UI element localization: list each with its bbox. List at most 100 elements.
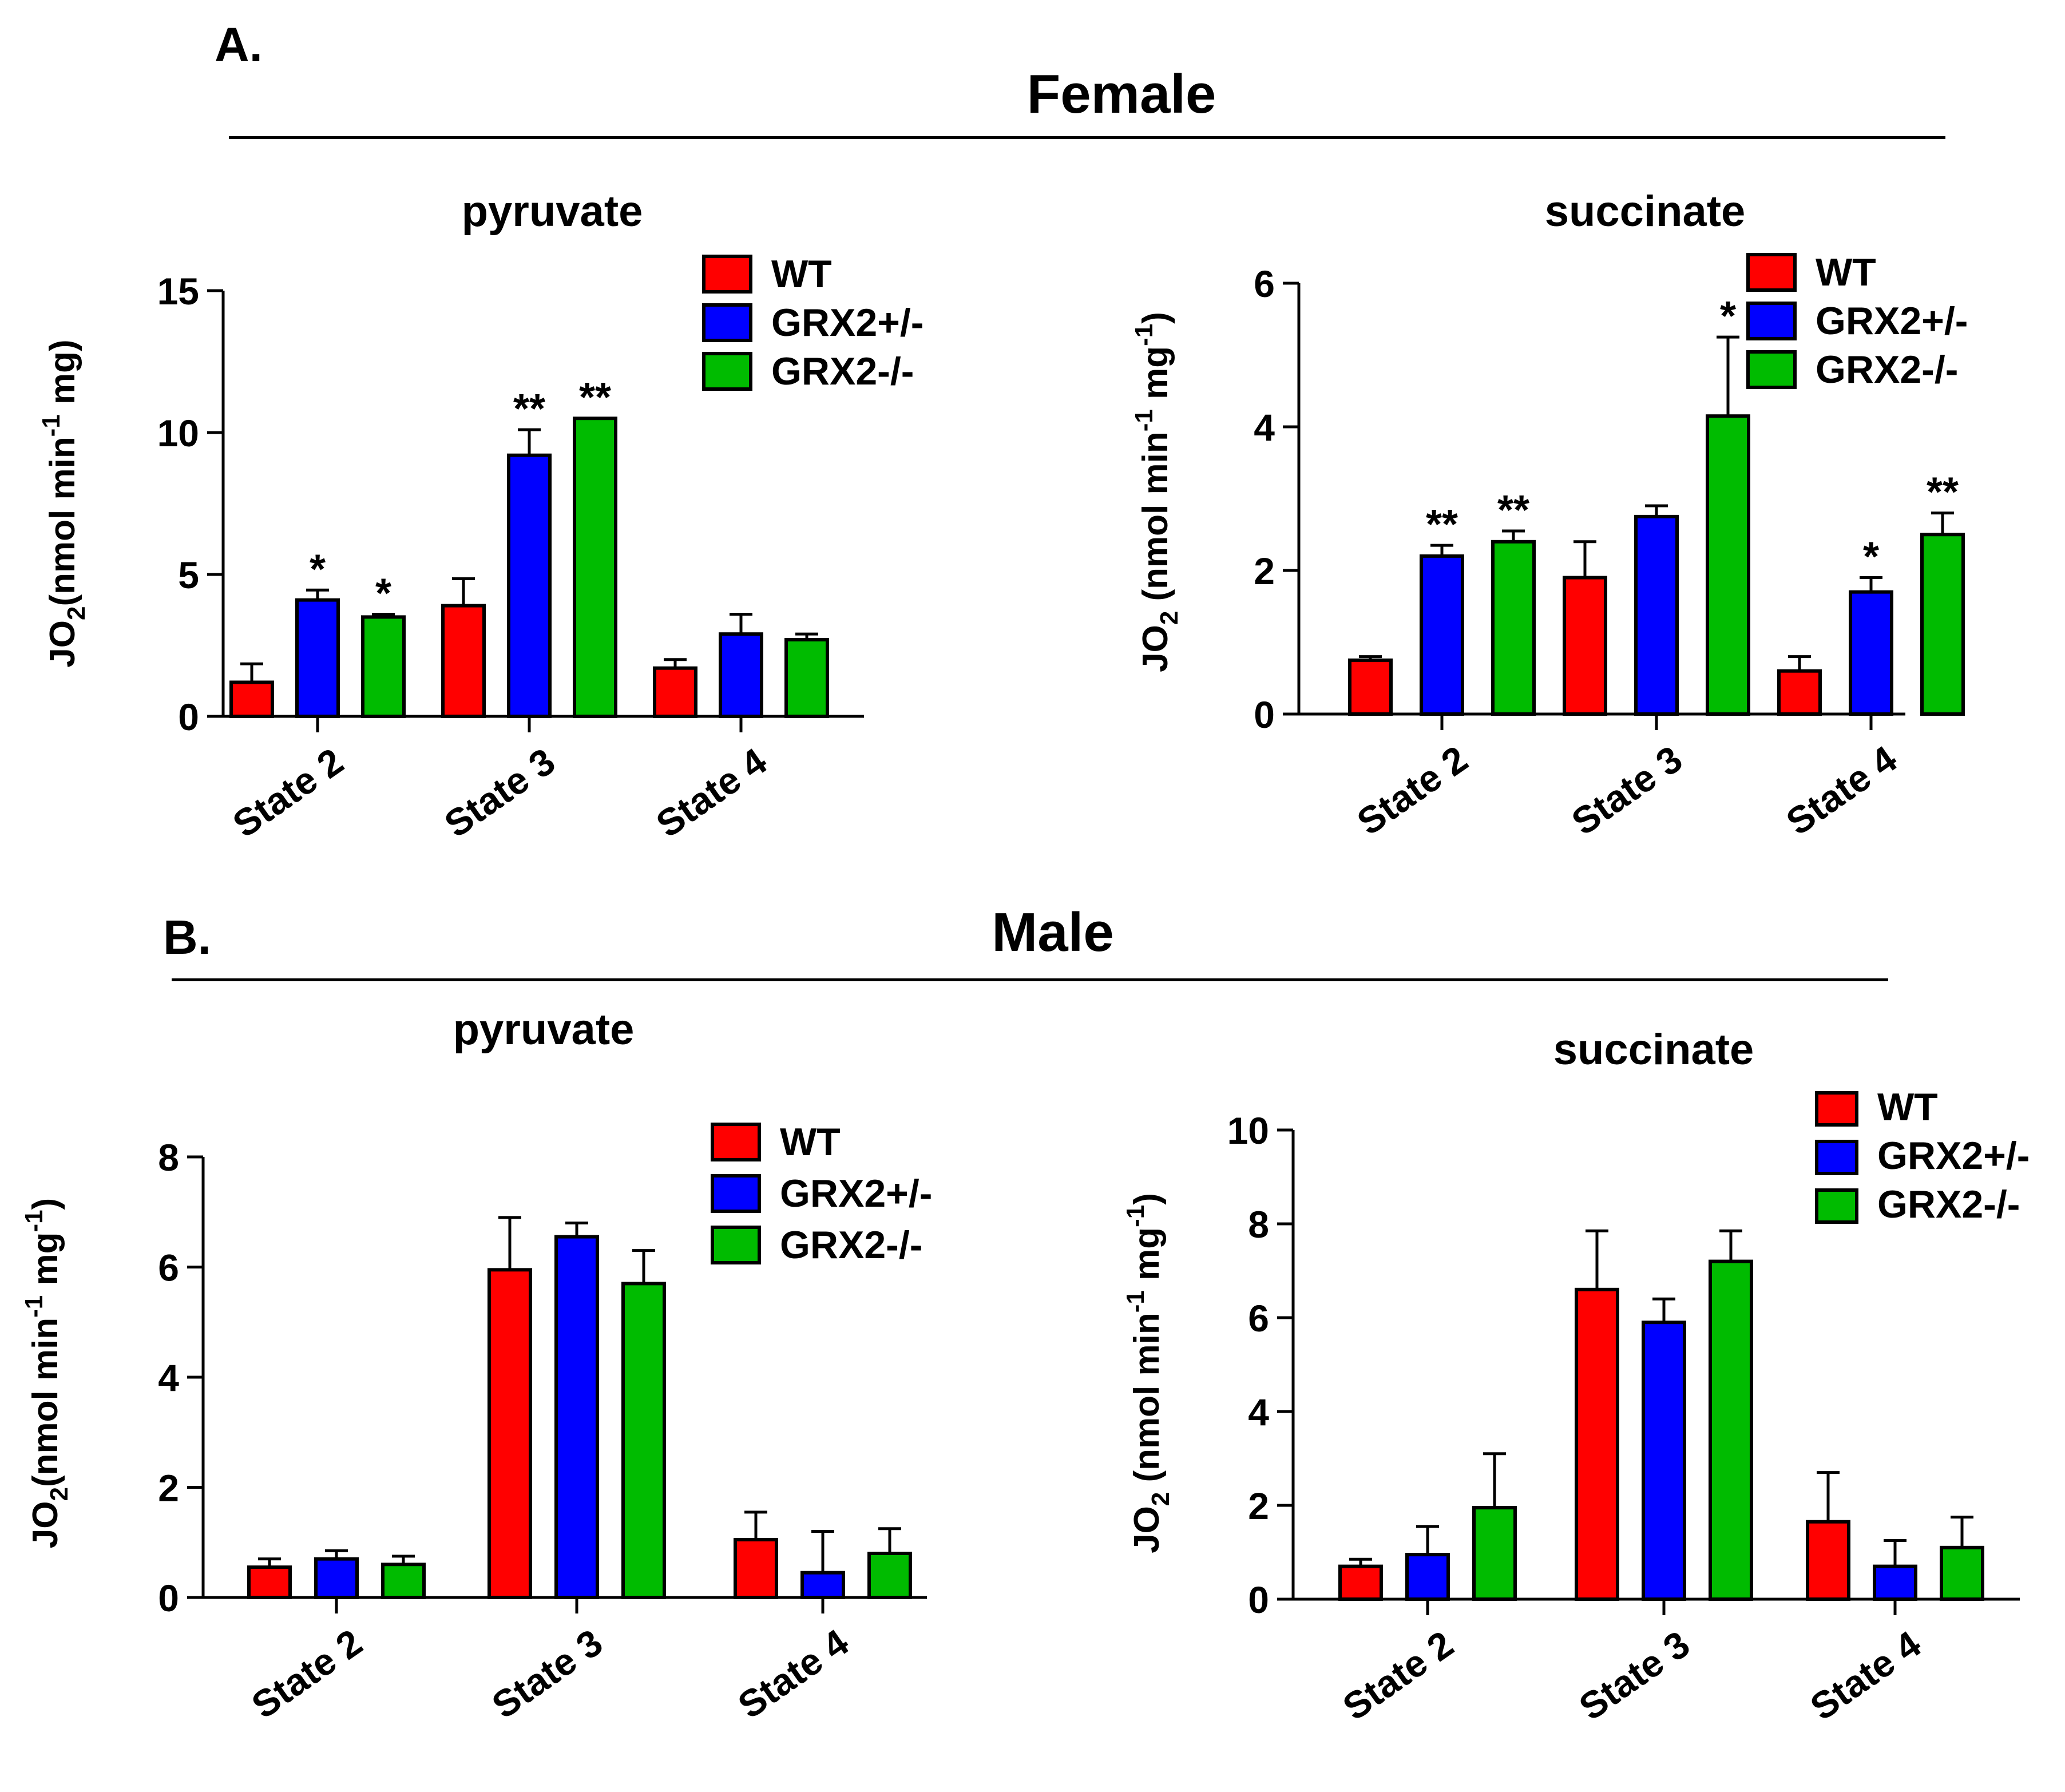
male-succinate-title: succinate [1553, 1025, 1754, 1074]
panel-a-divider [229, 136, 1945, 139]
female-succinate-bar [1420, 554, 1464, 716]
female-pyruvate-ytick-label: 10 [157, 412, 199, 454]
male-succinate-bar [1575, 1287, 1619, 1601]
male-succinate-legend-swatch [1815, 1188, 1858, 1224]
female-pyruvate-category-label: State 2 [225, 740, 351, 846]
female-pyruvate-category-label: State 3 [437, 740, 562, 846]
male-pyruvate-ytick-label: 4 [158, 1357, 179, 1399]
male-succinate-legend-label: GRX2-/- [1877, 1183, 2020, 1226]
female-pyruvate-ytick-label: 5 [178, 554, 199, 596]
male-pyruvate-ytick-label: 6 [158, 1247, 179, 1289]
male-pyruvate-legend-swatch [711, 1123, 761, 1161]
female-pyruvate-legend-label: GRX2+/- [771, 301, 923, 344]
female-succinate-title: succinate [1545, 187, 1746, 236]
male-pyruvate-category-label: State 4 [730, 1621, 856, 1727]
male-pyruvate-category-label: State 2 [244, 1621, 370, 1727]
female-pyruvate-bar [573, 417, 617, 718]
male-pyruvate-ytick-label: 0 [158, 1577, 179, 1619]
female-succinate-significance: * [1863, 534, 1879, 580]
male-pyruvate-legend-label: WT [780, 1120, 841, 1164]
male-succinate-ytick-label: 6 [1248, 1297, 1269, 1339]
male-succinate-category-label: State 3 [1571, 1623, 1697, 1728]
female-pyruvate-legend-label: WT [771, 252, 832, 296]
male-pyruvate-bar [800, 1571, 845, 1599]
female-pyruvate-bar [719, 632, 763, 718]
male-pyruvate-bar [734, 1537, 778, 1599]
male-succinate-bar [1873, 1564, 1917, 1601]
female-succinate-bar [1849, 590, 1893, 716]
female-succinate-legend-label: WT [1816, 251, 1876, 294]
female-succinate-ytick-label: 6 [1254, 263, 1275, 305]
female-pyruvate-bar [653, 666, 697, 718]
female-pyruvate-bar [229, 680, 274, 718]
male-succinate-bar [1405, 1553, 1450, 1601]
female-pyruvate-bar [295, 598, 340, 719]
male-succinate-ytick-label: 8 [1248, 1203, 1269, 1246]
male-succinate-category-label: State 4 [1802, 1623, 1928, 1728]
panel-b-title: Male [992, 902, 1114, 963]
female-pyruvate-bar [441, 604, 486, 718]
male-pyruvate-legend-swatch [711, 1226, 761, 1264]
male-succinate-ytick-label: 10 [1227, 1109, 1269, 1152]
male-pyruvate-bar [867, 1552, 912, 1599]
male-succinate-ytick-label: 0 [1248, 1579, 1269, 1621]
female-pyruvate-bar [361, 615, 406, 719]
female-pyruvate-ytick-label: 15 [157, 270, 199, 312]
female-pyruvate-legend-swatch [702, 352, 752, 391]
female-pyruvate-significance: ** [579, 375, 611, 421]
female-succinate-bar [1706, 414, 1750, 716]
panel-a-title: Female [1026, 64, 1216, 125]
female-succinate-bar [1777, 669, 1822, 716]
female-pyruvate-legend-swatch [702, 303, 752, 342]
panel-b-letter: B. [163, 910, 211, 964]
male-pyruvate-y-label: JO2(nmol min-1 mg-1) [20, 1198, 73, 1549]
female-succinate-significance: ** [1426, 502, 1458, 548]
female-succinate-category-label: State 3 [1564, 738, 1690, 843]
female-succinate-ytick-label: 4 [1254, 406, 1275, 449]
female-pyruvate-bar [507, 453, 552, 718]
male-succinate-category-label: State 2 [1335, 1623, 1461, 1728]
female-succinate-category-label: State 4 [1778, 738, 1904, 843]
panel-b-divider [172, 978, 1888, 981]
male-succinate-legend-label: WT [1877, 1085, 1938, 1129]
female-pyruvate-legend-swatch [702, 255, 752, 294]
male-pyruvate-chart: pyruvate 0 2 4 6 8 JO2(nmol min-1 mg-1) State 2… [20, 1005, 932, 1727]
panel-a-letter: A. [215, 18, 263, 72]
male-pyruvate-bar [621, 1282, 666, 1599]
female-pyruvate-category-label: State 4 [648, 740, 774, 846]
female-succinate-bar [1348, 658, 1393, 716]
male-pyruvate-legend-label: GRX2-/- [780, 1223, 922, 1267]
male-pyruvate-bar [247, 1565, 292, 1599]
female-succinate-bar [1491, 540, 1536, 716]
female-succinate-ytick-label: 2 [1254, 550, 1275, 592]
female-succinate-legend-swatch [1746, 302, 1797, 340]
male-succinate-bar [1940, 1545, 1984, 1601]
female-succinate-legend-swatch [1746, 350, 1797, 389]
male-succinate-bar [1338, 1564, 1383, 1601]
male-succinate-legend-swatch [1815, 1140, 1858, 1175]
male-pyruvate-bar [487, 1268, 532, 1599]
male-succinate-legend-label: GRX2+/- [1877, 1134, 2030, 1178]
male-succinate-ytick-label: 4 [1248, 1391, 1269, 1433]
female-succinate-y-label: JO2 (nmol min-1 mg-1) [1130, 312, 1183, 672]
female-succinate-ytick-label: 0 [1254, 693, 1275, 736]
male-pyruvate-category-label: State 3 [484, 1621, 610, 1727]
male-pyruvate-bar [314, 1557, 359, 1599]
female-succinate-legend-label: GRX2+/- [1816, 299, 1968, 343]
male-pyruvate-legend-swatch [711, 1174, 761, 1213]
female-pyruvate-chart: pyruvate 0 5 10 15 JO2(nmol min-1 mg) ** State … [37, 187, 923, 846]
female-succinate-legend-label: GRX2-/- [1816, 348, 1958, 391]
female-pyruvate-ytick-label: 0 [178, 696, 199, 738]
male-pyruvate-ytick-label: 8 [158, 1136, 179, 1179]
male-succinate-bar [1472, 1506, 1517, 1601]
male-succinate-bar [1709, 1259, 1753, 1601]
male-succinate-legend-swatch [1815, 1091, 1858, 1127]
female-pyruvate-legend-label: GRX2-/- [771, 350, 914, 393]
female-pyruvate-significance: * [375, 570, 391, 616]
female-succinate-category-label: State 2 [1349, 738, 1475, 843]
male-pyruvate-legend-label: GRX2+/- [780, 1172, 932, 1215]
female-pyruvate-title: pyruvate [462, 187, 643, 236]
female-pyruvate-y-label: JO2(nmol min-1 mg) [37, 339, 90, 667]
female-succinate-bar [1920, 533, 1965, 716]
